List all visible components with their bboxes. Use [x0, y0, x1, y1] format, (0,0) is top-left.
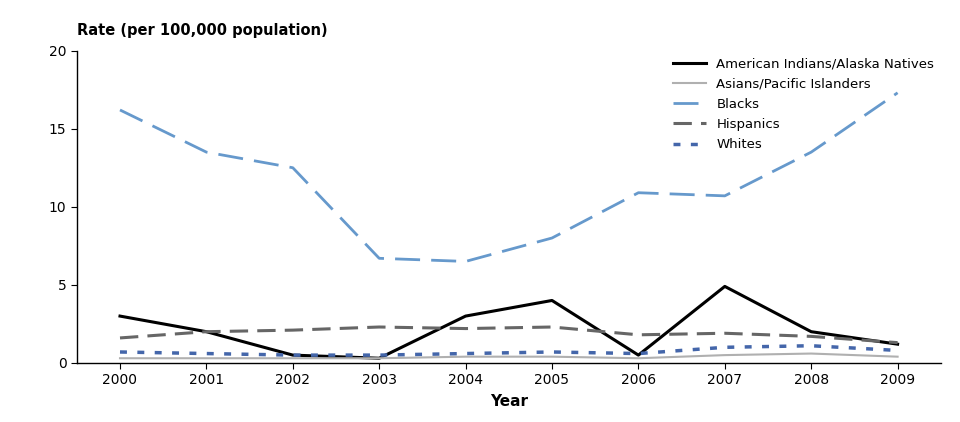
Text: Rate (per 100,000 population): Rate (per 100,000 population) [77, 23, 327, 38]
X-axis label: Year: Year [490, 394, 528, 409]
Legend: American Indians/Alaska Natives, Asians/Pacific Islanders, Blacks, Hispanics, Wh: American Indians/Alaska Natives, Asians/… [673, 57, 934, 151]
